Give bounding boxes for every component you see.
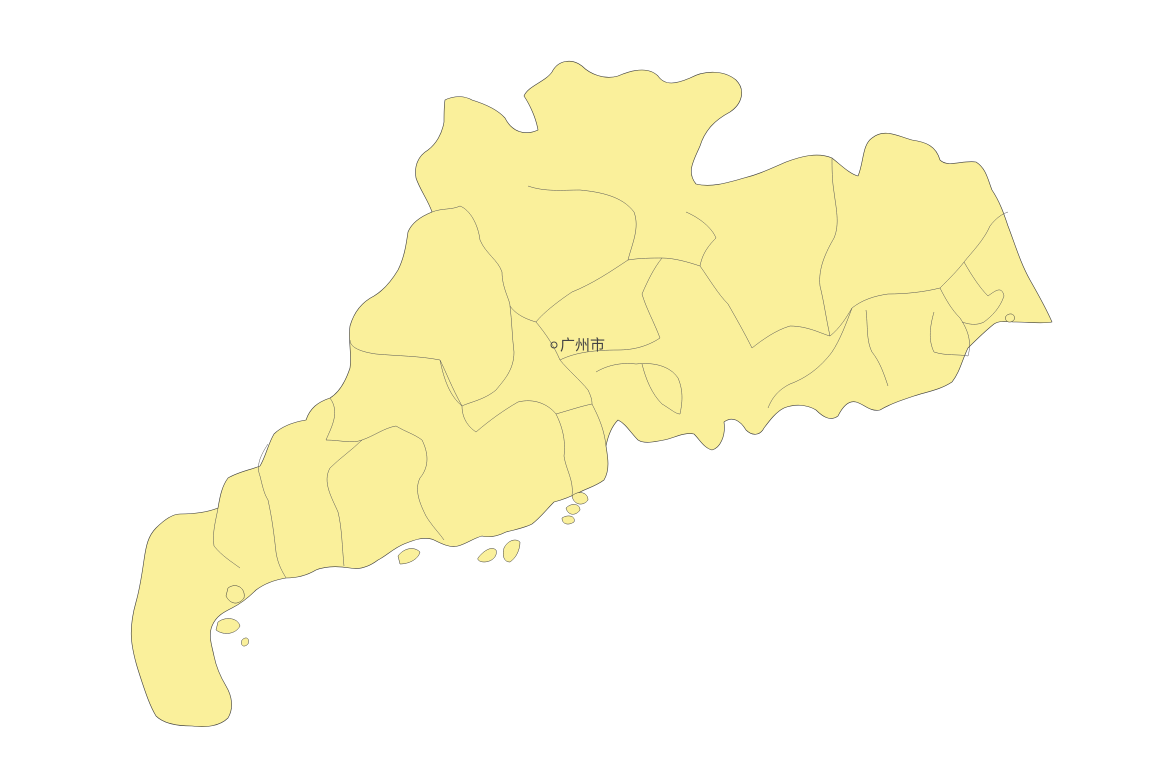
district-borders: [213, 157, 1009, 579]
island-group: [215, 313, 1015, 647]
district-border: [527, 185, 637, 261]
island: [477, 548, 497, 563]
island: [241, 637, 249, 647]
district-border: [961, 261, 1005, 325]
island: [565, 504, 581, 515]
district-border: [349, 339, 463, 407]
city-label-guangzhou: 广州市: [560, 336, 605, 354]
province-region: [130, 60, 1053, 728]
island: [397, 548, 421, 565]
island: [561, 515, 575, 525]
district-border: [509, 259, 629, 323]
district-border: [865, 309, 889, 387]
district-border: [258, 443, 287, 579]
district-border: [213, 507, 241, 569]
district-border: [559, 257, 663, 361]
district-border: [767, 307, 853, 409]
district-border: [685, 211, 717, 267]
district-border: [627, 257, 701, 267]
district-border: [325, 397, 397, 443]
district-border: [326, 439, 363, 567]
district-border: [641, 363, 681, 415]
city-marker-guangzhou: 广州市: [550, 336, 605, 354]
island: [225, 585, 245, 604]
island: [1005, 313, 1015, 323]
island: [503, 539, 521, 563]
district-border: [930, 311, 969, 357]
district-border: [439, 359, 477, 433]
district-border: [395, 425, 445, 541]
district-border: [819, 157, 838, 337]
district-border: [461, 305, 515, 407]
province-outline: [130, 60, 1053, 728]
island: [571, 492, 589, 505]
city-point-icon: [550, 341, 558, 349]
district-border: [699, 265, 831, 349]
island: [215, 618, 241, 634]
district-border: [535, 321, 593, 405]
district-border: [431, 205, 511, 307]
district-border: [939, 287, 970, 357]
district-border: [595, 363, 683, 415]
